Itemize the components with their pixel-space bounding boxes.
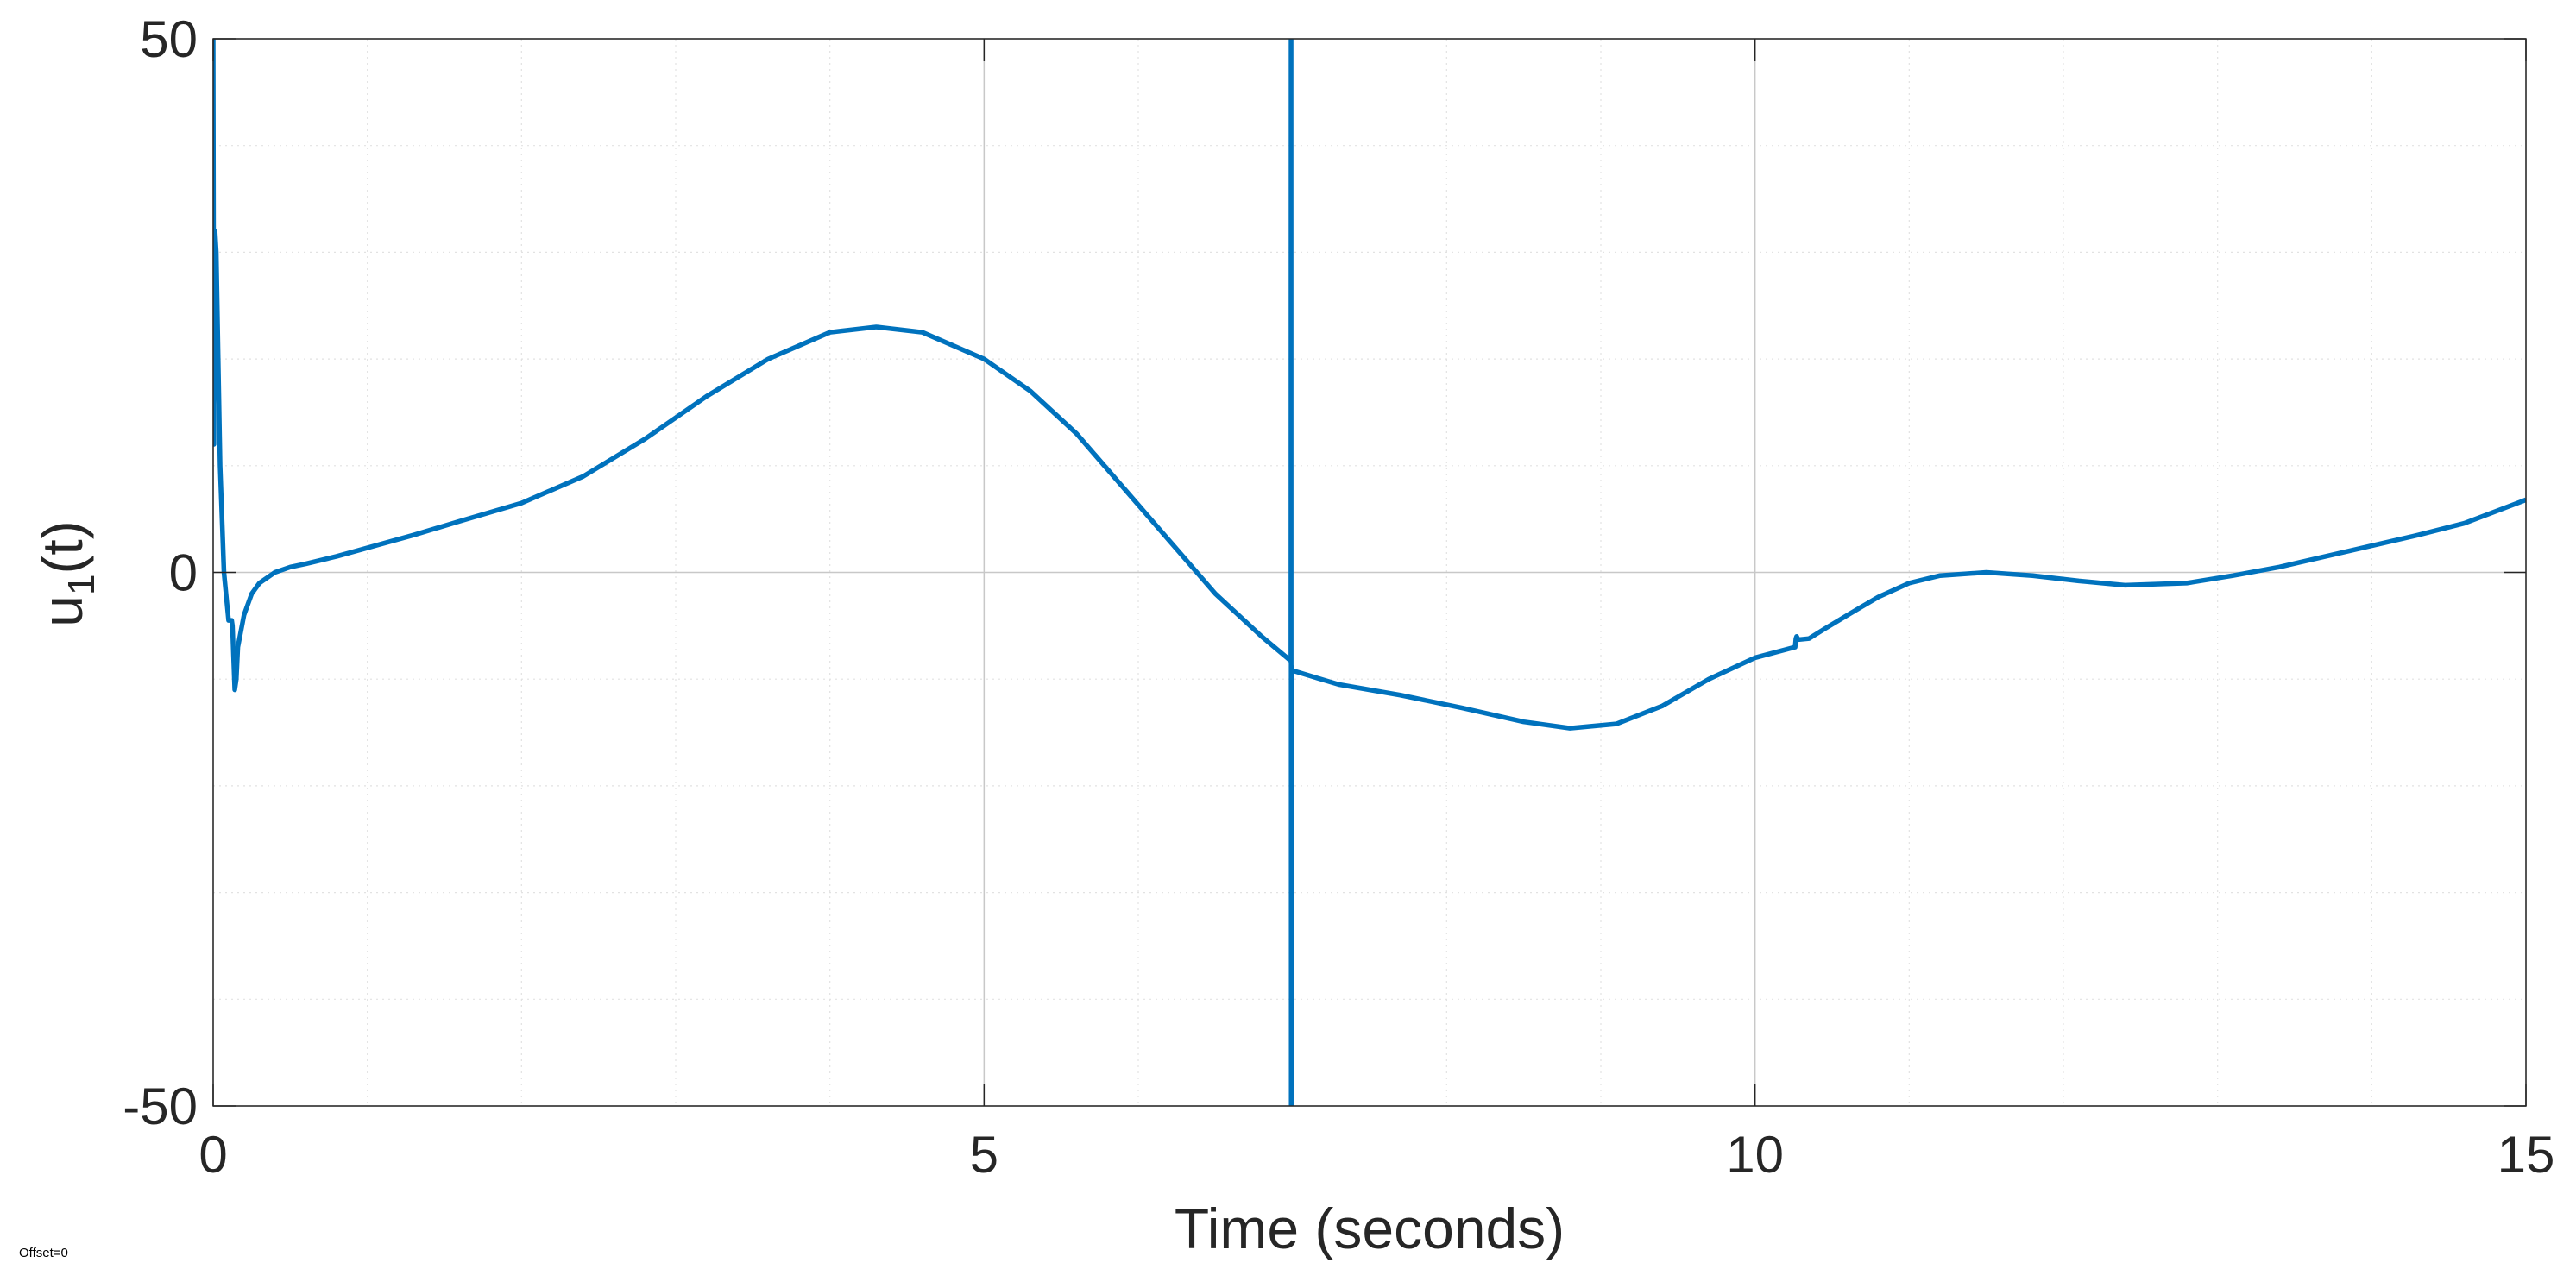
y-tick-label: 0 — [169, 544, 198, 602]
x-tick-label: 10 — [1726, 1126, 1784, 1184]
x-tick-label: 0 — [198, 1126, 227, 1184]
x-tick-label: 15 — [2497, 1126, 2555, 1184]
y-tick-label: -50 — [123, 1078, 198, 1135]
y-tick-labels: -50 0 50 — [123, 10, 198, 1135]
y-axis-label-subscript: 1 — [60, 575, 103, 595]
y-axis-label-main: u — [30, 595, 94, 627]
offset-label: Offset=0 — [19, 1246, 68, 1260]
minor-grid — [213, 39, 2526, 1106]
x-axis-label: Time (seconds) — [1175, 1197, 1565, 1260]
y-tick-label: 50 — [140, 10, 198, 68]
x-tick-label: 5 — [970, 1126, 998, 1184]
tick-marks — [212, 38, 2527, 1107]
y-axis-label: u1(t) — [30, 520, 103, 627]
y-axis-label-tail: (t) — [30, 520, 94, 574]
data-series — [213, 39, 2526, 1106]
x-tick-labels: 0 5 10 15 — [198, 1126, 2554, 1184]
series-line-1 — [213, 39, 2526, 1106]
